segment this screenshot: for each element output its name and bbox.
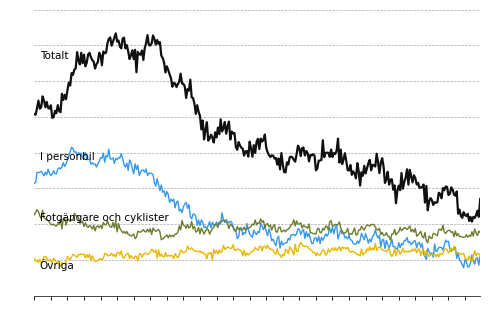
- Text: Totalt: Totalt: [40, 51, 68, 61]
- Text: Fotgängare och cyklister: Fotgängare och cyklister: [40, 213, 169, 223]
- Text: I personbil: I personbil: [40, 152, 95, 162]
- Text: Övriga: Övriga: [40, 259, 74, 271]
